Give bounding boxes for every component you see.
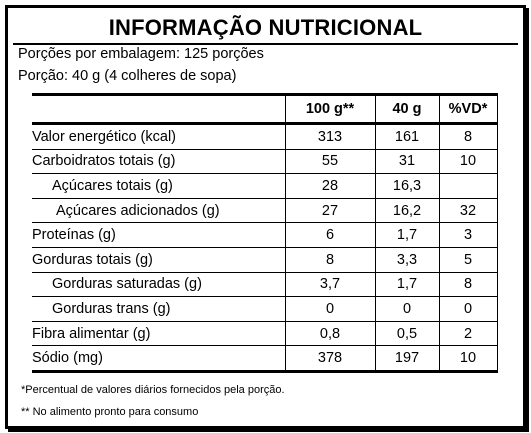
daily-value-percent: 8 [438, 123, 498, 150]
column-header-per-100g: 100 g** [284, 93, 375, 125]
value-per-100g: 378 [284, 345, 375, 373]
table-row: Fibra alimentar (g) 0,8 0,5 2 [32, 321, 498, 347]
value-per-100g: 3,7 [284, 272, 375, 298]
nutrient-name: Fibra alimentar (g) [32, 321, 285, 347]
nutrient-name: Carboidratos totais (g) [32, 149, 285, 175]
value-per-40g: 1,7 [374, 272, 439, 298]
nutrient-name: Gorduras totais (g) [32, 247, 285, 273]
nutrient-name: Gorduras saturadas (g) [32, 272, 285, 298]
value-per-100g: 27 [284, 198, 375, 224]
column-header-per-40g: 40 g [374, 93, 439, 125]
value-per-40g: 31 [374, 149, 439, 175]
nutrient-name: Açúcares totais (g) [32, 173, 285, 199]
daily-value-percent: 10 [438, 149, 498, 175]
table-row: Açúcares adicionados (g) 27 16,2 32 [32, 198, 498, 224]
column-header-nutrient [32, 93, 285, 125]
nutrition-facts-label: INFORMAÇÃO NUTRICIONAL Porções por embal… [5, 5, 526, 429]
servings-per-package: Porções por embalagem: 125 porções [18, 46, 264, 62]
nutrient-name: Proteínas (g) [32, 222, 285, 248]
nutrient-name: Açúcares adicionados (g) [32, 198, 285, 224]
daily-value-percent: 5 [438, 247, 498, 273]
value-per-40g: 16,2 [374, 198, 439, 224]
value-per-100g: 28 [284, 173, 375, 199]
daily-value-percent: 32 [438, 198, 498, 224]
table-row: Sódio (mg) 378 197 10 [32, 345, 498, 373]
label-title: INFORMAÇÃO NUTRICIONAL [108, 15, 423, 40]
nutrient-name: Valor energético (kcal) [32, 123, 285, 150]
table-row: Valor energético (kcal) 313 161 8 [32, 123, 498, 150]
nutrient-name: Sódio (mg) [32, 345, 285, 373]
daily-value-percent: 8 [438, 272, 498, 298]
value-per-40g: 161 [374, 123, 439, 150]
value-per-40g: 3,3 [374, 247, 439, 273]
value-per-100g: 313 [284, 123, 375, 150]
daily-value-percent: 0 [438, 296, 498, 322]
daily-value-percent: 2 [438, 321, 498, 347]
table-row: Gorduras saturadas (g) 3,7 1,7 8 [32, 272, 498, 298]
value-per-40g: 197 [374, 345, 439, 373]
table-row: Carboidratos totais (g) 55 31 10 [32, 149, 498, 175]
footnote-ready-to-eat: ** No alimento pronto para consumo [21, 406, 199, 418]
nutrition-table: 100 g** 40 g %VD* Valor energético (kcal… [32, 93, 498, 373]
value-per-100g: 55 [284, 149, 375, 175]
value-per-100g: 6 [284, 222, 375, 248]
value-per-40g: 1,7 [374, 222, 439, 248]
table-header-row: 100 g** 40 g %VD* [32, 93, 498, 125]
nutrient-name: Gorduras trans (g) [32, 296, 285, 322]
value-per-100g: 8 [284, 247, 375, 273]
value-per-100g: 0 [284, 296, 375, 322]
table-row: Proteínas (g) 6 1,7 3 [32, 222, 498, 248]
value-per-40g: 0 [374, 296, 439, 322]
table-row: Gorduras trans (g) 0 0 0 [32, 296, 498, 322]
footnote-daily-value: *Percentual de valores diários fornecido… [21, 384, 285, 396]
daily-value-percent: 3 [438, 222, 498, 248]
title-divider [13, 43, 518, 45]
value-per-100g: 0,8 [284, 321, 375, 347]
daily-value-percent: 10 [438, 345, 498, 373]
daily-value-percent [438, 173, 498, 199]
table-row: Gorduras totais (g) 8 3,3 5 [32, 247, 498, 273]
value-per-40g: 0,5 [374, 321, 439, 347]
value-per-40g: 16,3 [374, 173, 439, 199]
serving-size: Porção: 40 g (4 colheres de sopa) [18, 68, 237, 84]
column-header-daily-value: %VD* [438, 93, 498, 125]
table-row: Açúcares totais (g) 28 16,3 [32, 173, 498, 199]
